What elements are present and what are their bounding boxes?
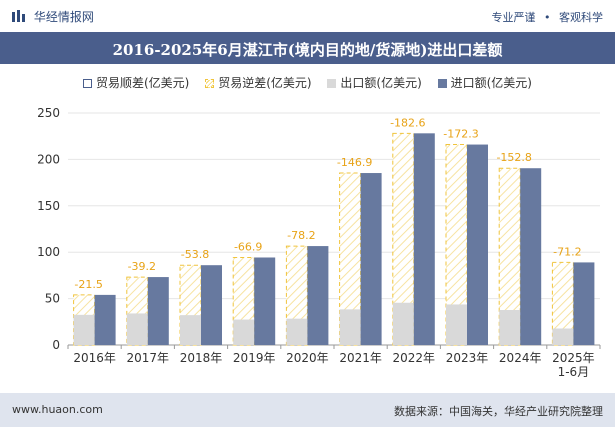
deficit-data-label: -182.6 <box>390 116 425 129</box>
chart-title: 2016-2025年6月湛江市(境内目的地/货源地)进出口差额 <box>112 41 503 59</box>
export-bar <box>180 315 201 345</box>
top-bar: 华经情报网 专业严谨 • 客观科学 <box>0 0 615 32</box>
x-tick-label: 2024年 <box>499 351 542 365</box>
legend: 贸易顺差(亿美元) 贸易逆差(亿美元) 出口额(亿美元) 进口额(亿美元) <box>0 74 615 91</box>
legend-item-export: 出口额(亿美元) <box>327 74 422 91</box>
footer-website[interactable]: www.huaon.com <box>12 403 103 416</box>
legend-item-deficit: 贸易逆差(亿美元) <box>205 74 312 91</box>
x-tick-label: 2019年 <box>233 351 276 365</box>
deficit-data-label: -39.2 <box>128 260 156 273</box>
deficit-data-label: -152.8 <box>496 151 531 164</box>
deficit-data-label: -66.9 <box>234 240 262 253</box>
legend-label-deficit: 贸易逆差(亿美元) <box>218 76 312 90</box>
x-tick-label: 2023年 <box>446 351 489 365</box>
footer-source: 数据来源：中国海关，华经产业研究院整理 <box>394 405 603 418</box>
logo[interactable]: 华经情报网 <box>12 8 94 25</box>
x-tick-label: 2020年 <box>286 351 329 365</box>
export-bar <box>126 313 148 345</box>
legend-swatch-deficit <box>205 79 215 88</box>
y-tick-label: 200 <box>37 152 60 166</box>
legend-item-surplus: 贸易顺差(亿美元) <box>83 74 189 91</box>
import-bar <box>413 133 435 345</box>
import-bar <box>467 144 488 345</box>
x-tick-label: 1-6月 <box>558 365 590 379</box>
legend-swatch-export <box>327 79 337 88</box>
x-tick-label: 2018年 <box>180 351 223 365</box>
legend-label-surplus: 贸易顺差(亿美元) <box>96 76 190 90</box>
x-tick-label: 2016年 <box>73 351 116 365</box>
import-bar <box>360 173 382 345</box>
export-bar <box>286 318 308 345</box>
legend-item-import: 进口额(亿美元) <box>437 74 532 91</box>
x-tick-label: 2022年 <box>393 351 436 365</box>
x-tick-label: 2017年 <box>127 351 170 365</box>
import-bar <box>94 294 116 345</box>
import-bar <box>520 168 542 345</box>
import-bar <box>147 277 169 345</box>
y-tick-label: 50 <box>45 292 60 306</box>
x-tick-label: 2025年 <box>552 351 595 365</box>
export-bar <box>73 314 95 345</box>
export-bar <box>499 310 521 345</box>
y-tick-label: 0 <box>52 338 60 352</box>
deficit-bar <box>498 167 521 346</box>
title-band: 2016-2025年6月湛江市(境内目的地/货源地)进出口差额 <box>0 32 615 64</box>
x-tick-label: 2021年 <box>339 351 382 365</box>
export-bar <box>392 302 414 345</box>
export-bar <box>233 319 255 345</box>
y-tick-label: 100 <box>37 245 60 259</box>
deficit-data-label: -172.3 <box>443 128 478 141</box>
deficit-data-label: -71.2 <box>553 245 581 258</box>
import-bar <box>201 265 222 345</box>
y-tick-label: 150 <box>37 199 60 213</box>
import-bar <box>573 262 595 345</box>
y-tick-label: 250 <box>37 106 60 120</box>
export-bar <box>339 309 361 345</box>
slogan-separator: • <box>544 11 551 24</box>
export-bar <box>446 304 467 345</box>
deficit-data-label: -78.2 <box>287 229 315 242</box>
export-bar <box>552 328 574 345</box>
import-bar <box>254 257 276 345</box>
deficit-data-label: -21.5 <box>74 278 102 291</box>
deficit-data-label: -146.9 <box>337 156 372 169</box>
logo-text: 华经情报网 <box>33 10 94 24</box>
legend-swatch-surplus <box>83 79 92 88</box>
legend-label-import: 进口额(亿美元) <box>450 76 532 90</box>
footer: www.huaon.com 数据来源：中国海关，华经产业研究院整理 <box>0 393 615 427</box>
deficit-data-label: -53.8 <box>181 248 209 261</box>
legend-swatch-import <box>437 79 447 88</box>
slogan-1: 专业严谨 <box>491 11 536 24</box>
slogan: 专业严谨 • 客观科学 <box>492 9 604 25</box>
import-bar <box>307 246 329 345</box>
slogan-2: 客观科学 <box>559 11 603 24</box>
logo-icon <box>12 10 25 22</box>
legend-label-export: 出口额(亿美元) <box>340 76 422 90</box>
